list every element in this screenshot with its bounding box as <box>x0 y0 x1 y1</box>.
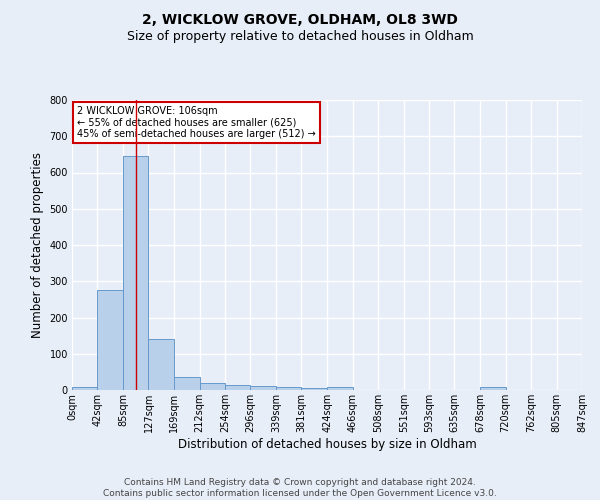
Text: 2 WICKLOW GROVE: 106sqm
← 55% of detached houses are smaller (625)
45% of semi-d: 2 WICKLOW GROVE: 106sqm ← 55% of detache… <box>77 106 316 139</box>
Bar <box>97 290 123 390</box>
Bar <box>301 388 328 390</box>
Bar <box>250 386 276 390</box>
Bar <box>123 156 148 390</box>
Bar <box>276 387 301 390</box>
Bar <box>480 388 506 390</box>
Bar <box>148 339 174 390</box>
Text: Contains HM Land Registry data © Crown copyright and database right 2024.
Contai: Contains HM Land Registry data © Crown c… <box>103 478 497 498</box>
Bar <box>72 387 97 390</box>
X-axis label: Distribution of detached houses by size in Oldham: Distribution of detached houses by size … <box>178 438 476 450</box>
Bar <box>225 386 250 390</box>
Text: Size of property relative to detached houses in Oldham: Size of property relative to detached ho… <box>127 30 473 43</box>
Text: 2, WICKLOW GROVE, OLDHAM, OL8 3WD: 2, WICKLOW GROVE, OLDHAM, OL8 3WD <box>142 12 458 26</box>
Bar <box>328 388 353 390</box>
Bar <box>174 378 200 390</box>
Y-axis label: Number of detached properties: Number of detached properties <box>31 152 44 338</box>
Bar <box>200 383 225 390</box>
